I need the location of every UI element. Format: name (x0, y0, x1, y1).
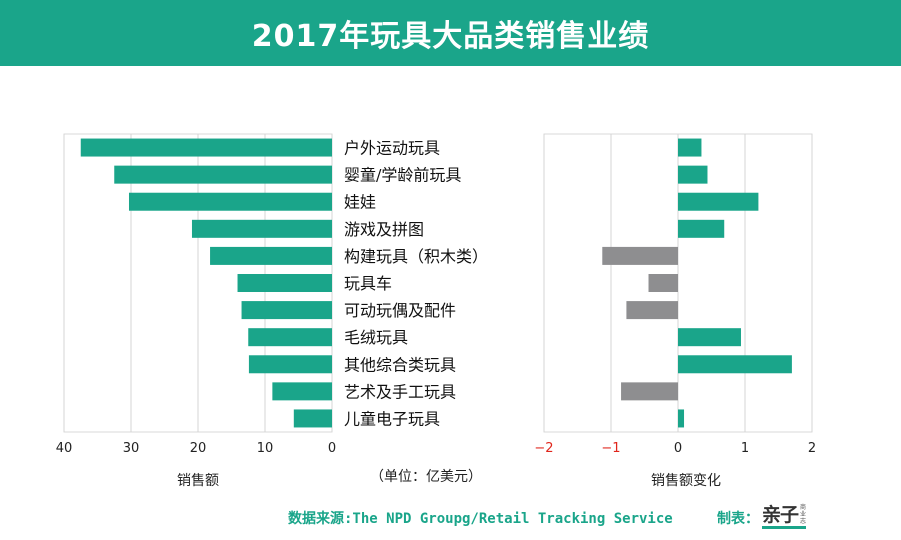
right-bar (678, 138, 702, 157)
right-bar (648, 274, 678, 292)
left-x-tick-label: 10 (257, 441, 274, 456)
category-label: 婴童/学龄前玩具 (344, 166, 461, 185)
right-bar (602, 246, 678, 265)
right-bar (678, 165, 708, 184)
unit-label: （单位：亿美元） (370, 469, 482, 485)
category-label: 构建玩具（积木类） (344, 247, 488, 266)
right-bar (678, 192, 759, 211)
left-x-tick-label: 0 (328, 441, 336, 456)
left-bar (128, 192, 332, 211)
right-bar (678, 328, 741, 347)
right-x-tick-label: −2 (534, 441, 553, 456)
page-title: 2017年玩具大品类销售业绩 (251, 19, 650, 54)
category-label: 艺术及手工玩具 (344, 382, 456, 401)
left-bar (293, 409, 332, 428)
right-bar (678, 355, 792, 374)
left-bar (237, 274, 332, 292)
left-bar (272, 382, 332, 401)
right-bar (621, 382, 678, 401)
right-bar (678, 409, 685, 428)
header-bar: 2017年玩具大品类销售业绩 (0, 0, 901, 66)
left-bar (191, 219, 332, 238)
category-label: 儿童电子玩具 (344, 409, 440, 428)
left-bar (114, 165, 332, 184)
left-bar (241, 301, 332, 320)
category-label: 毛绒玩具 (344, 328, 408, 347)
data-source: 数据来源:The NPD Groupg/Retail Tracking Serv… (288, 511, 673, 527)
left-bar (248, 328, 332, 347)
left-bar (80, 138, 332, 157)
publisher-logo: 亲子 商业志 (762, 500, 810, 532)
category-label: 游戏及拼图 (344, 220, 424, 239)
right-x-tick-label: 2 (808, 441, 816, 456)
logo-main-text: 亲子 (762, 504, 799, 526)
right-x-axis-title: 销售额变化 (651, 473, 721, 489)
category-label: 娃娃 (344, 193, 376, 212)
left-bar (248, 355, 332, 374)
left-x-axis-title: 销售额 (177, 473, 219, 489)
right-bar (678, 219, 725, 238)
maker-label: 制表： (717, 511, 759, 527)
left-bar (210, 246, 332, 265)
category-label: 其他综合类玩具 (344, 355, 456, 374)
right-x-tick-label: 0 (674, 441, 682, 456)
right-bar (626, 301, 678, 320)
category-label: 玩具车 (344, 274, 392, 293)
logo-side-text: 商业志 (800, 504, 807, 525)
right-x-tick-label: −1 (601, 441, 620, 456)
category-label: 户外运动玩具 (344, 139, 440, 158)
left-x-tick-label: 40 (56, 441, 73, 456)
right-x-tick-label: 1 (741, 441, 749, 456)
category-label: 可动玩偶及配件 (344, 301, 456, 320)
left-x-tick-label: 30 (123, 441, 140, 456)
logo-underline (762, 526, 806, 529)
left-x-tick-label: 20 (190, 441, 207, 456)
